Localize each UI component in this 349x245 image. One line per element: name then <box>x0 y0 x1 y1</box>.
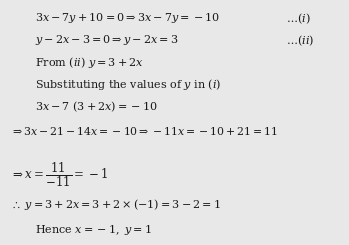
Text: $3x - 7y + 10 = 0 \Rightarrow 3x - 7y = -10$: $3x - 7y + 10 = 0 \Rightarrow 3x - 7y = … <box>35 11 220 25</box>
Text: $3x - 7\ (3 + 2x) = -10$: $3x - 7\ (3 + 2x) = -10$ <box>35 99 158 114</box>
Text: $\ldots(ii)$: $\ldots(ii)$ <box>286 33 314 48</box>
Text: Hence $x = -1,\ y = 1$: Hence $x = -1,\ y = 1$ <box>35 223 152 237</box>
Text: Substituting the values of $y$ in $(i)$: Substituting the values of $y$ in $(i)$ <box>35 77 221 92</box>
Text: $\ldots(i)$: $\ldots(i)$ <box>286 11 311 25</box>
Text: From $(ii)$ $y = 3 + 2x$: From $(ii)$ $y = 3 + 2x$ <box>35 55 144 70</box>
Text: $\Rightarrow x = \dfrac{11}{-11} = -1$: $\Rightarrow x = \dfrac{11}{-11} = -1$ <box>10 162 108 189</box>
Text: $\therefore\ y = 3 + 2x = 3 + 2 \times (-1) = 3 - 2 = 1$: $\therefore\ y = 3 + 2x = 3 + 2 \times (… <box>10 197 221 212</box>
Text: $\Rightarrow 3x - 21 - 14x = -10 \Rightarrow -11x = -10 + 21 = 11$: $\Rightarrow 3x - 21 - 14x = -10 \Righta… <box>10 125 279 137</box>
Text: $y - 2x - 3 = 0 \Rightarrow y - 2x = 3$: $y - 2x - 3 = 0 \Rightarrow y - 2x = 3$ <box>35 33 178 47</box>
